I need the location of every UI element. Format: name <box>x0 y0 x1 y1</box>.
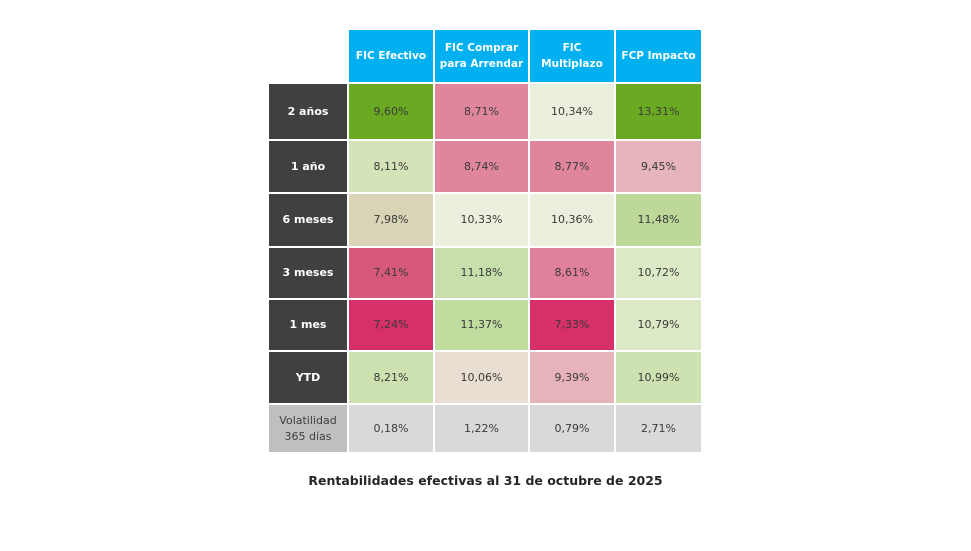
heatmap-cell: 11,37% <box>435 300 528 350</box>
heatmap-cell: 8,11% <box>349 141 433 192</box>
heatmap-cell: 13,31% <box>616 84 701 139</box>
heatmap-cell: 10,99% <box>616 352 701 403</box>
heatmap-cell: 0,18% <box>349 405 433 452</box>
heatmap-cell: 11,18% <box>435 248 528 298</box>
returns-heatmap-table: FIC Efectivo FIC Comprar para Arrendar FIC… <box>269 30 701 452</box>
heatmap-cell: 10,36% <box>530 194 614 246</box>
row-header: 2 años <box>269 84 347 139</box>
row-header: YTD <box>269 352 347 403</box>
column-header: FCP Impacto <box>616 30 701 82</box>
heatmap-cell: 1,22% <box>435 405 528 452</box>
heatmap-cell: 7,41% <box>349 248 433 298</box>
heatmap-cell: 11,48% <box>616 194 701 246</box>
row-header: 3 meses <box>269 248 347 298</box>
heatmap-cell: 8,21% <box>349 352 433 403</box>
heatmap-cell: 8,61% <box>530 248 614 298</box>
heatmap-cell: 2,71% <box>616 405 701 452</box>
heatmap-cell: 7,24% <box>349 300 433 350</box>
heatmap-cell: 10,79% <box>616 300 701 350</box>
chart-caption: Rentabilidades efectivas al 31 de octubr… <box>308 473 663 488</box>
row-header: Volatilidad 365 días <box>269 405 347 452</box>
column-header: FIC Comprar para Arrendar <box>435 30 528 82</box>
corner-empty-cell <box>269 30 347 82</box>
heatmap-cell: 10,34% <box>530 84 614 139</box>
heatmap-cell: 7,98% <box>349 194 433 246</box>
heatmap-cell: 8,74% <box>435 141 528 192</box>
heatmap-cell: 0,79% <box>530 405 614 452</box>
row-header: 6 meses <box>269 194 347 246</box>
heatmap-cell: 9,45% <box>616 141 701 192</box>
heatmap-cell: 10,72% <box>616 248 701 298</box>
heatmap-cell: 8,71% <box>435 84 528 139</box>
heatmap-cell: 10,06% <box>435 352 528 403</box>
heatmap-cell: 9,39% <box>530 352 614 403</box>
column-header: FIC Efectivo <box>349 30 433 82</box>
heatmap-cell: 10,33% <box>435 194 528 246</box>
column-header: FIC Multiplazo <box>530 30 614 82</box>
row-header: 1 año <box>269 141 347 192</box>
row-header: 1 mes <box>269 300 347 350</box>
heatmap-cell: 7,33% <box>530 300 614 350</box>
heatmap-cell: 9,60% <box>349 84 433 139</box>
heatmap-cell: 8,77% <box>530 141 614 192</box>
